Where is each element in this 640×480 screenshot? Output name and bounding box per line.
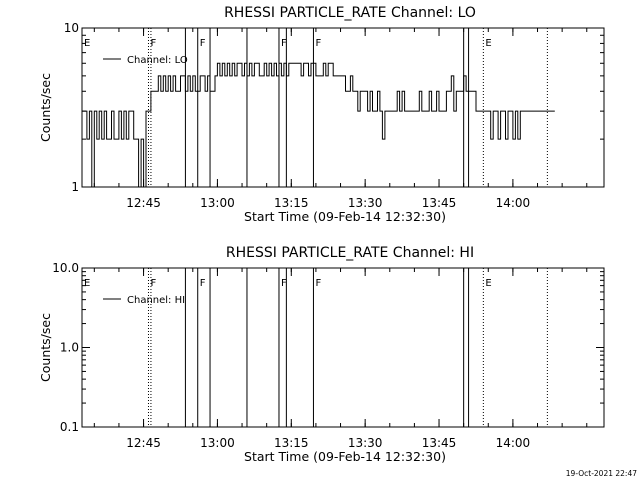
x-tick-label: 12:45 [126, 196, 161, 210]
flag-label: E [84, 278, 90, 289]
flag-label: E [485, 38, 491, 49]
x-tick-label: 12:45 [126, 436, 161, 450]
x-axis-label: Start Time (09-Feb-14 12:32:30) [244, 449, 446, 464]
x-tick-label: 13:45 [422, 196, 457, 210]
chart-title: RHESSI PARTICLE_RATE Channel: HI [226, 245, 474, 261]
plot-frame [81, 267, 605, 428]
flag-label: E [84, 38, 90, 49]
flag-label: F [281, 278, 287, 289]
footer-timestamp: 19-Oct-2021 22:47 [566, 469, 637, 478]
chart-title: RHESSI PARTICLE_RATE Channel: LO [224, 5, 476, 21]
flag-label: F [315, 278, 321, 289]
legend-label: Channel: HI [127, 295, 185, 306]
x-tick-label: 13:15 [274, 436, 309, 450]
x-tick-label: 13:45 [422, 436, 457, 450]
series-line-lo [82, 62, 555, 188]
flag-label: F [200, 38, 206, 49]
flag-label: F [150, 38, 156, 49]
panel-hi: RHESSI PARTICLE_RATE Channel: HI 0.1 1.0 10… [38, 245, 605, 464]
x-tick-label: 13:30 [348, 436, 383, 450]
x-tick-label: 13:00 [200, 436, 235, 450]
y-axis-label: Counts/sec [38, 313, 53, 382]
x-tick-label: 13:00 [200, 196, 235, 210]
x-axis-label: Start Time (09-Feb-14 12:32:30) [244, 209, 446, 224]
x-tick-label: 13:15 [274, 196, 309, 210]
flag-label: F [200, 278, 206, 289]
x-tick-label: 14:00 [496, 196, 531, 210]
y-tick-label: 10.0 [52, 261, 79, 275]
x-tick-label: 14:00 [496, 436, 531, 450]
flag-label: F [315, 38, 321, 49]
panel-lo: RHESSI PARTICLE_RATE Channel: LO 1 10 12:45… [38, 5, 605, 224]
legend-label: Channel: LO [127, 55, 188, 66]
y-axis-label: Counts/sec [38, 73, 53, 142]
flag-label: E [485, 278, 491, 289]
y-tick-label: 1.0 [60, 341, 79, 355]
y-tick-label: 0.1 [60, 420, 79, 434]
y-tick-label: 1 [71, 180, 79, 194]
y-tick-label: 10 [64, 21, 79, 35]
x-tick-label: 13:30 [348, 196, 383, 210]
plot-frame [81, 27, 605, 188]
flag-label: F [150, 278, 156, 289]
flag-label: F [281, 38, 287, 49]
